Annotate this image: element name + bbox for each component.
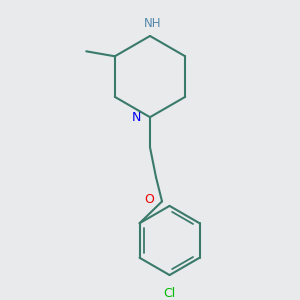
Text: N: N	[132, 111, 141, 124]
Text: NH: NH	[144, 17, 162, 30]
Text: O: O	[145, 194, 154, 206]
Text: Cl: Cl	[164, 287, 176, 300]
